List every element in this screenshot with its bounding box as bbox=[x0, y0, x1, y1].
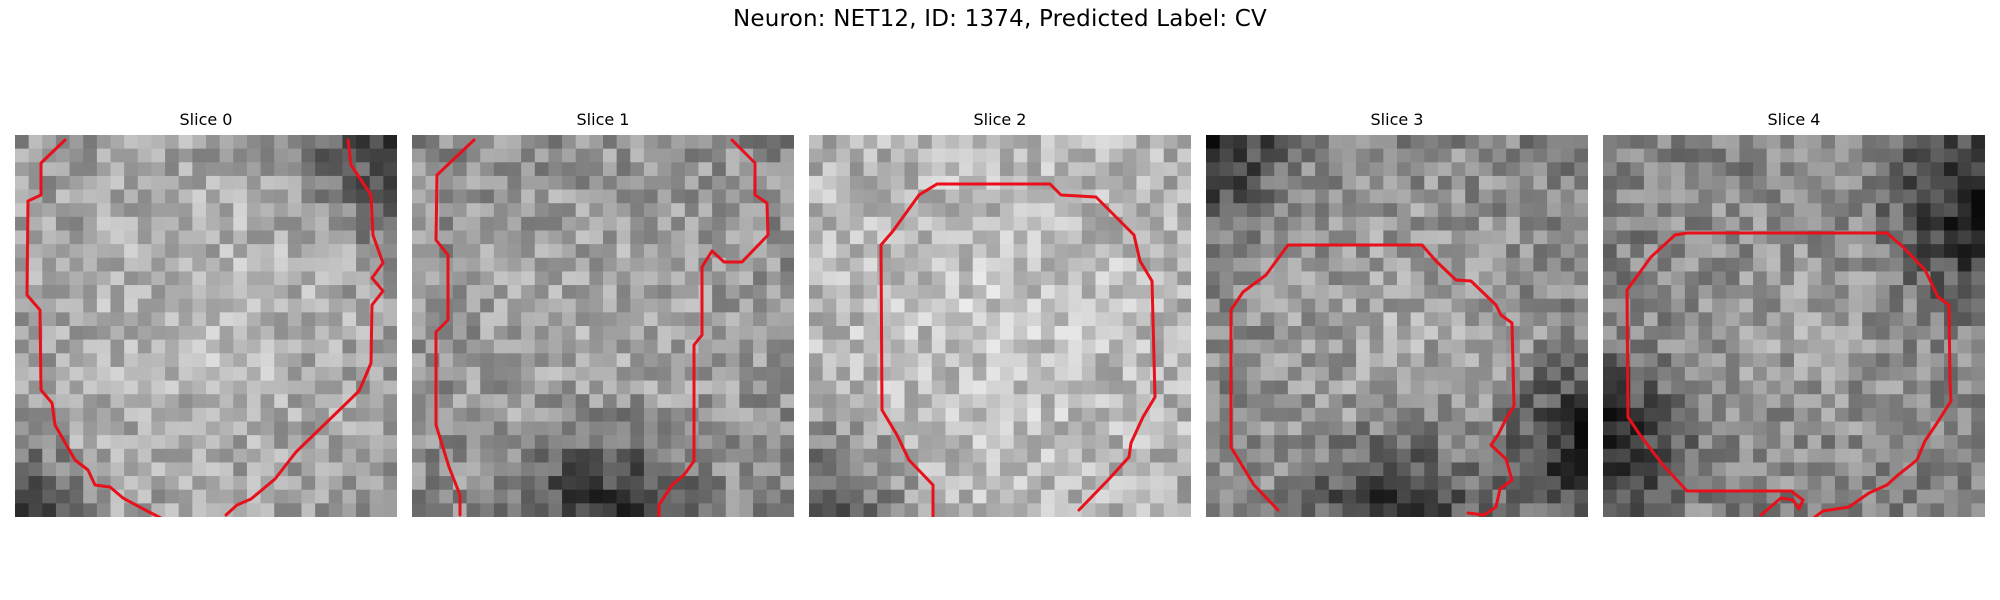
slice-title-4: Slice 4 bbox=[1767, 110, 1821, 129]
slice-title-2: Slice 2 bbox=[973, 110, 1027, 129]
slice-panel-0: Slice 0 bbox=[15, 108, 397, 517]
slice-panel-3: Slice 3 bbox=[1206, 108, 1588, 517]
slice-pixels-1 bbox=[412, 135, 794, 517]
figure-title: Neuron: NET12, ID: 1374, Predicted Label… bbox=[733, 6, 1267, 32]
contour-line-2 bbox=[879, 182, 1157, 517]
slice-panel-2: Slice 2 bbox=[809, 108, 1191, 517]
contour-line-4 bbox=[1625, 231, 1953, 517]
slice-image-1 bbox=[412, 135, 794, 517]
slice-image-0 bbox=[15, 135, 397, 517]
slice-title-0: Slice 0 bbox=[179, 110, 233, 129]
contour-line-1b bbox=[657, 138, 770, 517]
slice-image-2 bbox=[809, 135, 1191, 517]
slice-pixels-0 bbox=[15, 135, 397, 517]
slice-pixels-3 bbox=[1206, 135, 1588, 517]
slice-image-4 bbox=[1603, 135, 1985, 517]
contour-line-3 bbox=[1229, 243, 1516, 517]
slice-title-3: Slice 3 bbox=[1370, 110, 1424, 129]
contour-line-0a bbox=[25, 138, 163, 517]
slice-image-3 bbox=[1206, 135, 1588, 517]
slice-pixels-4 bbox=[1603, 135, 1985, 517]
contour-line-1a bbox=[434, 138, 476, 517]
slice-panel-4: Slice 4 bbox=[1603, 108, 1985, 517]
slice-panel-1: Slice 1 bbox=[412, 108, 794, 517]
slice-title-1: Slice 1 bbox=[576, 110, 630, 129]
contour-line-0b bbox=[224, 138, 385, 517]
slice-pixels-2 bbox=[809, 135, 1191, 517]
